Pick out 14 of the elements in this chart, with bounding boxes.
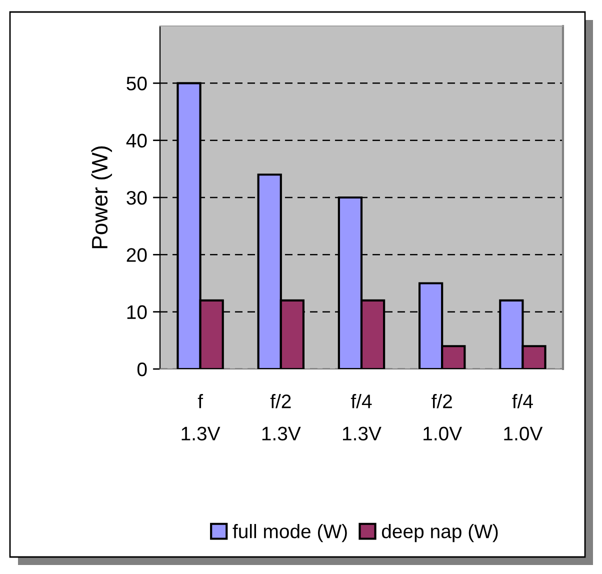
y-tick-label: 40 — [126, 134, 147, 148]
y-tick-label: 10 — [127, 305, 147, 320]
x-tick-label: f/4 1.3V — [342, 394, 382, 440]
y-axis-title: Power (W) — [91, 146, 112, 248]
x-tick-label: f 1.3V — [182, 394, 220, 440]
x-tick-label: f/2 1.0V — [424, 394, 462, 440]
legend-label: deep nap (W) — [382, 524, 498, 542]
x-tick-label: f/2 1.3V — [262, 394, 301, 440]
legend-label: full mode (W) — [232, 524, 347, 542]
y-tick-label: 30 — [126, 190, 147, 205]
y-tick-label: 50 — [126, 76, 147, 90]
y-tick-label: 0 — [137, 362, 147, 376]
y-tick-label: 20 — [126, 248, 147, 262]
x-tick-label: f/4 1.0V — [504, 394, 543, 440]
